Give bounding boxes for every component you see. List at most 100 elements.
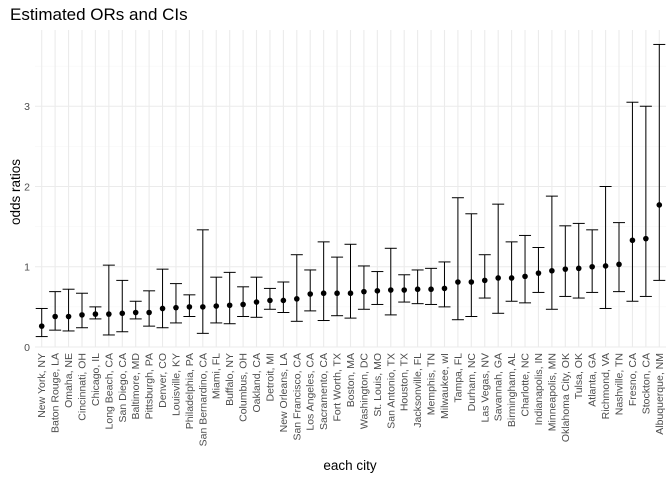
city-estimate	[626, 101, 639, 302]
estimate-point	[481, 277, 488, 284]
estimate-point	[549, 267, 555, 274]
y-tick-label: 3	[24, 101, 30, 113]
city-estimate	[425, 267, 438, 305]
estimate-point	[616, 261, 622, 268]
marks	[35, 43, 666, 338]
city-estimate	[384, 247, 397, 316]
x-tick-label: Tampa, FL	[452, 353, 464, 403]
estimate-point	[79, 312, 85, 318]
x-tick-label: New Orleans, LA	[278, 353, 290, 432]
city-estimate	[102, 264, 115, 336]
estimate-point	[240, 301, 246, 308]
city-estimate	[49, 291, 62, 331]
city-estimate	[465, 213, 478, 318]
estimate-point	[280, 297, 287, 304]
estimate-point	[92, 311, 99, 317]
city-estimate	[613, 222, 626, 293]
city-estimate	[129, 300, 142, 320]
estimate-point	[629, 237, 636, 244]
x-tick-label: Las Vegas, NV	[479, 353, 491, 422]
estimate-point	[159, 305, 166, 312]
x-tick-label: Buffalo, NY	[224, 353, 236, 406]
city-estimate	[559, 225, 572, 297]
estimate-point	[119, 310, 126, 317]
estimate-point	[495, 275, 501, 281]
city-estimate	[331, 256, 344, 317]
estimate-point	[320, 290, 327, 297]
x-tick-label: Philadelphia, PA	[184, 353, 196, 429]
estimate-point	[414, 286, 421, 293]
city-estimate	[451, 197, 464, 321]
estimate-point	[146, 309, 152, 316]
estimate-point	[253, 299, 260, 305]
x-tick-label: Jacksonville, FL	[412, 353, 424, 428]
city-estimate	[344, 243, 357, 319]
x-tick-label: Tulsa, OK	[573, 353, 585, 399]
estimate-point	[575, 265, 582, 272]
city-estimate	[505, 241, 518, 302]
estimate-point	[347, 290, 354, 297]
x-tick-label: Omaha, NE	[63, 353, 75, 408]
x-tick-labels: New York, NY Baton Rouge, LA Omaha, NE Cinc…	[36, 353, 666, 447]
city-estimate	[317, 241, 330, 322]
city-estimate	[35, 307, 48, 338]
x-tick-label: Los Angeles, CA	[305, 353, 317, 431]
city-estimate	[653, 43, 666, 281]
city-estimate	[371, 271, 384, 305]
city-estimate	[492, 203, 505, 314]
city-estimate	[290, 254, 303, 322]
x-tick-label: Birmingham, AL	[506, 353, 518, 427]
city-estimate	[250, 276, 263, 318]
city-estimate	[357, 265, 370, 310]
x-tick-label: Indianapolis, IN	[533, 353, 545, 425]
x-tick-label: New York, NY	[36, 353, 48, 418]
estimate-point	[334, 290, 340, 297]
estimate-point	[508, 275, 515, 281]
estimate-point	[52, 313, 58, 320]
x-tick-label: Milwaukee, wI	[439, 353, 451, 419]
city-estimate	[438, 261, 451, 308]
city-estimate	[411, 269, 424, 305]
x-tick-label: Memphis, TN	[426, 353, 438, 415]
city-estimate	[183, 294, 196, 318]
estimate-point	[401, 287, 408, 293]
estimate-point	[38, 323, 45, 329]
y-axis-title: odds ratios	[8, 159, 23, 225]
x-tick-label: Detroit, MI	[264, 353, 276, 401]
city-estimate	[263, 287, 276, 310]
x-tick-label: San Diego, CA	[117, 353, 129, 422]
x-tick-label: Chicago, IL	[90, 353, 102, 406]
x-tick-label: Minneapolis, MN	[546, 353, 558, 431]
estimate-point	[656, 202, 663, 208]
x-tick-label: Sacramento, CA	[318, 353, 330, 430]
x-tick-label: San Bernardino, CA	[197, 353, 209, 446]
x-tick-label: Charlotte, NC	[520, 353, 532, 417]
x-tick-label: Pittsburgh, PA	[144, 353, 156, 419]
city-estimate	[89, 306, 102, 320]
x-tick-label: Miami, FL	[211, 353, 223, 399]
estimate-point	[602, 263, 609, 269]
estimate-point	[562, 266, 569, 272]
city-estimate	[237, 286, 250, 318]
x-axis-title: each city	[323, 458, 377, 473]
city-estimate	[75, 292, 88, 329]
city-estimate	[196, 229, 209, 334]
x-tick-label: Stockton, CA	[640, 353, 652, 414]
x-tick-label: Baltimore, MD	[130, 353, 142, 420]
estimate-point	[387, 287, 394, 293]
estimate-point	[374, 288, 381, 294]
estimate-point	[106, 311, 112, 317]
estimate-point	[186, 304, 193, 310]
x-tick-label: Boston, MA	[345, 353, 357, 407]
estimate-point	[361, 288, 367, 295]
city-estimate	[545, 195, 558, 310]
x-tick-label: Denver, CO	[157, 353, 169, 408]
estimate-point	[132, 309, 139, 316]
estimate-point	[468, 279, 475, 285]
x-tick-label: Albuquerque, NM	[654, 353, 666, 435]
city-estimate	[398, 274, 411, 303]
x-tick-label: Cincinnati, OH	[76, 353, 88, 421]
estimate-point	[307, 291, 314, 297]
